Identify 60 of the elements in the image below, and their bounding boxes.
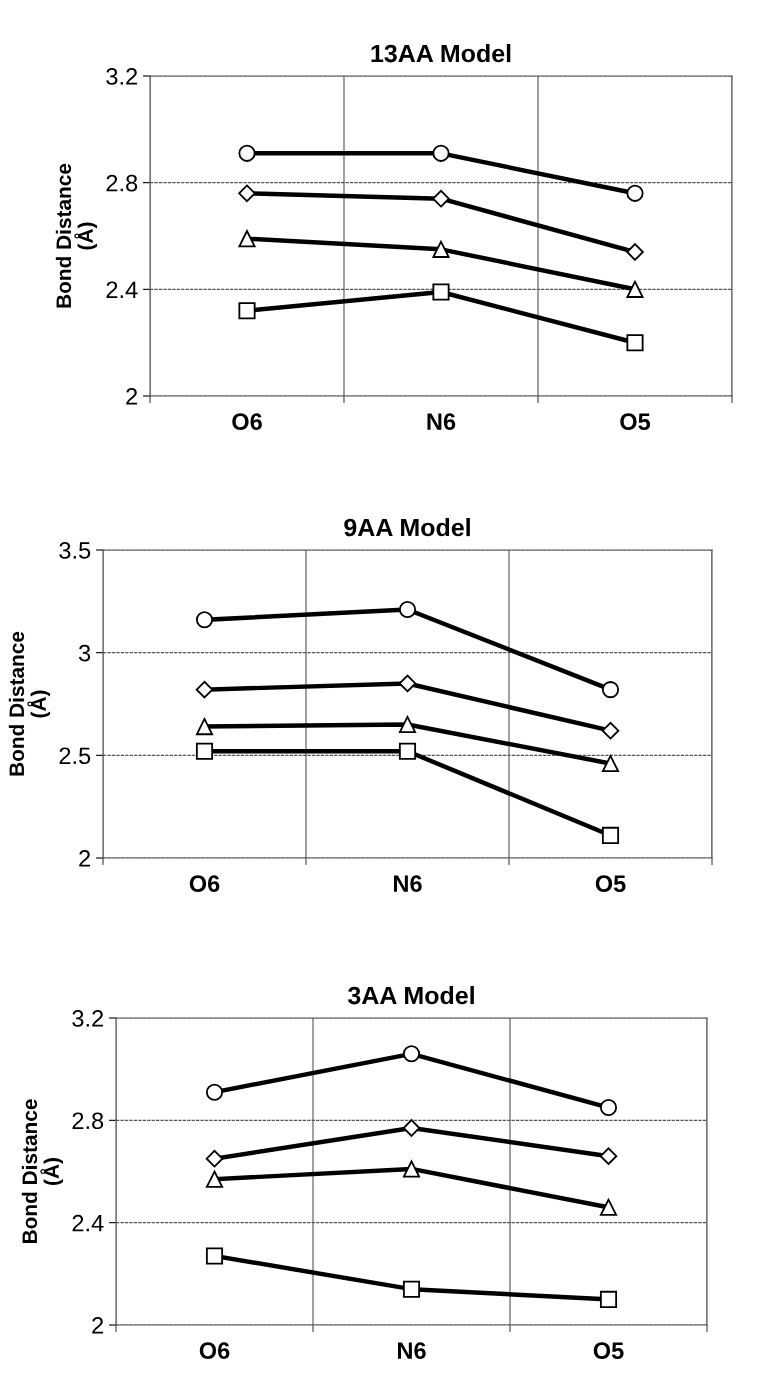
point	[601, 681, 620, 699]
point	[432, 283, 450, 301]
y-tick-label: 3.5	[59, 542, 91, 559]
y-tick-label: 3.2	[106, 68, 138, 85]
point	[626, 334, 644, 352]
y-tick-label: 2.4	[72, 1214, 104, 1232]
point	[195, 680, 214, 699]
point	[626, 184, 644, 202]
point	[402, 1045, 421, 1063]
point	[601, 721, 620, 740]
point	[402, 1280, 421, 1298]
x-tick-label: O5	[620, 413, 651, 431]
point	[402, 1119, 421, 1137]
point	[601, 826, 620, 844]
y-tick-label: 2.8	[72, 1112, 104, 1130]
x-tick-label: N6	[393, 875, 422, 893]
point	[238, 144, 256, 162]
y-tick-label: 2.5	[59, 747, 91, 765]
y-tick-label: 2.8	[106, 174, 138, 192]
x-tick-label: N6	[427, 413, 456, 431]
y-tick-label: 2	[92, 1317, 104, 1334]
chart-title: 9AA Model	[344, 517, 470, 537]
y-tick-label: 2	[126, 388, 138, 405]
point	[205, 1083, 224, 1101]
y-tick-label: 3.2	[72, 1010, 104, 1027]
x-tick-label: O5	[595, 875, 626, 893]
point	[599, 1098, 618, 1117]
chart-title: 3AA Model	[347, 985, 474, 1005]
point	[205, 1149, 224, 1168]
point	[195, 718, 214, 736]
y-tick-label: 2	[79, 850, 91, 867]
y-axis-title: Bond Distance (Å)	[8, 631, 51, 776]
point	[238, 230, 256, 248]
point	[599, 1290, 618, 1308]
point	[626, 280, 644, 298]
point	[398, 742, 417, 760]
y-tick-label: 3	[78, 644, 91, 662]
x-tick-label: O6	[199, 1342, 230, 1360]
point	[432, 189, 450, 208]
y-axis-title: Bond Distance (Å)	[55, 163, 98, 308]
y-axis-title: Bond Distance (Å)	[21, 1099, 64, 1244]
y-tick-label: 2.4	[106, 281, 138, 298]
point	[402, 1160, 421, 1178]
point	[626, 243, 644, 261]
point	[238, 302, 256, 320]
x-tick-label: N6	[397, 1342, 426, 1360]
point	[599, 1147, 618, 1165]
point	[398, 674, 417, 693]
point	[195, 742, 214, 760]
point	[205, 1170, 224, 1188]
point	[205, 1247, 224, 1265]
point	[432, 144, 450, 162]
x-tick-label: O6	[189, 875, 220, 893]
x-tick-label: O6	[232, 413, 262, 431]
point	[238, 184, 256, 203]
point	[599, 1198, 618, 1216]
chart-title: 13AA Model	[371, 43, 511, 63]
point	[195, 611, 214, 629]
point	[398, 601, 417, 619]
x-tick-label: O5	[593, 1342, 624, 1360]
